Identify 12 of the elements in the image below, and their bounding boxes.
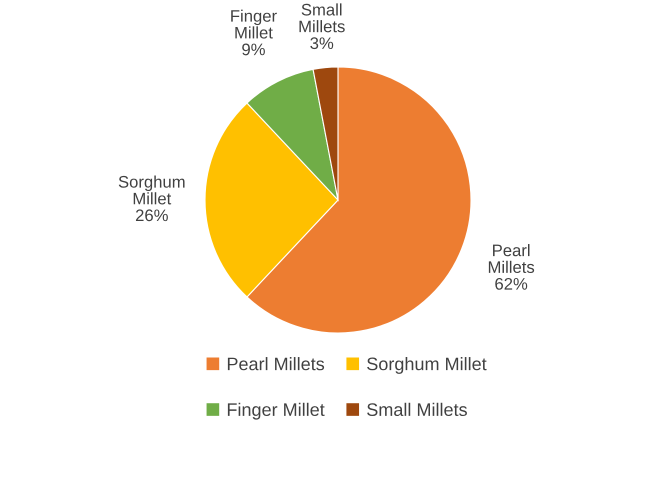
legend-label: Pearl Millets xyxy=(228,357,324,370)
slice-label: Finger Millet xyxy=(231,10,277,39)
slice-label: Small Millets xyxy=(299,3,345,32)
data-label: 3% xyxy=(310,37,334,50)
legend-label: Finger Millet xyxy=(228,402,325,420)
data-label: 9% xyxy=(242,44,265,56)
slice-label: Pearl Millets xyxy=(488,244,534,274)
legend-label: Sorghum Millet xyxy=(367,357,487,374)
data-label: 26% xyxy=(136,209,168,222)
legend-label: Small Millets xyxy=(367,402,467,416)
data-label: 62% xyxy=(495,278,528,290)
slice-label: Sorghum Millet xyxy=(118,175,185,204)
